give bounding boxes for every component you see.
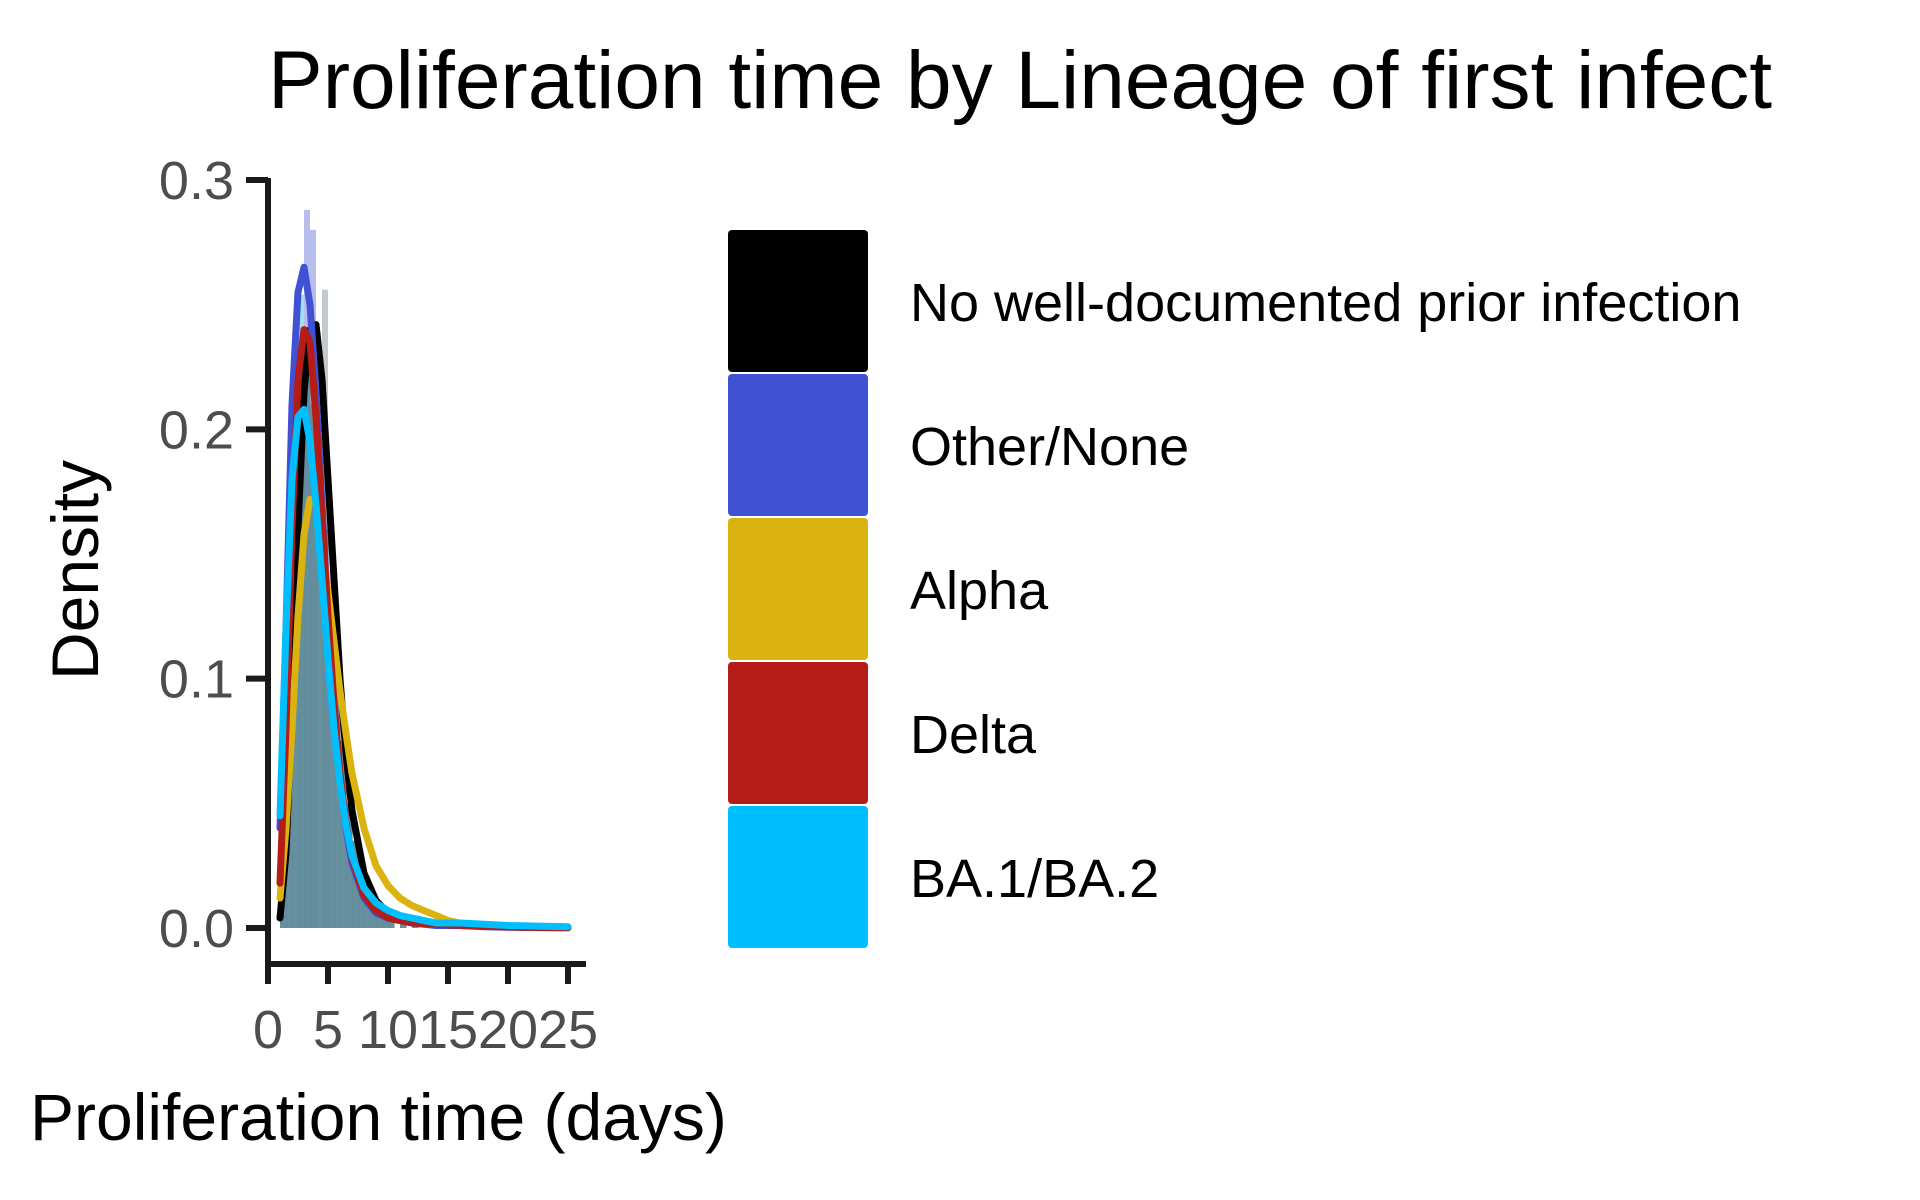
density-series-layer	[276, 263, 572, 932]
histogram-bar	[298, 354, 305, 928]
x-tick-label: 25	[538, 1000, 598, 1060]
x-tick-label: 10	[358, 1000, 418, 1060]
legend-label: Other/None	[910, 417, 1189, 477]
x-tick-label: 15	[418, 1000, 478, 1060]
histogram-bar	[400, 923, 407, 928]
histogram-bar	[340, 741, 347, 928]
histogram-bar	[388, 920, 395, 928]
legend-swatch	[728, 518, 868, 660]
x-axis-title: Proliferation time (days)	[30, 1080, 727, 1154]
legend-swatch	[728, 662, 868, 804]
histogram-bar	[304, 379, 311, 928]
x-tick-label: 0	[253, 1000, 283, 1060]
legend-swatch	[728, 806, 868, 948]
y-tick-label: 0.2	[159, 400, 234, 460]
histogram-bar	[310, 404, 317, 928]
histogram-bar	[322, 529, 329, 928]
legend: No well-documented prior infection Other/…	[728, 230, 1741, 948]
legend-label: Delta	[910, 705, 1037, 765]
legend-swatch	[728, 374, 868, 516]
density-line-series-5	[276, 405, 572, 931]
y-tick-label: 0.1	[159, 650, 234, 710]
y-tick-label: 0.3	[159, 151, 234, 211]
histogram-bar	[382, 915, 389, 928]
axes-layer: 0.0 0.1 0.2 0.3 0 5 10 15 20 25	[159, 151, 598, 1060]
histogram-bar	[352, 840, 359, 928]
legend-swatch	[728, 230, 868, 372]
x-tick-label: 20	[478, 1000, 538, 1060]
chart-title: Proliferation time by Lineage of first i…	[268, 35, 1772, 126]
histogram-bar	[334, 678, 341, 928]
legend-label: BA.1/BA.2	[910, 849, 1159, 909]
legend-label: No well-documented prior infection	[910, 273, 1741, 333]
histogram-bar	[316, 454, 323, 928]
y-axis-title: Density	[38, 460, 112, 680]
x-tick-label: 5	[313, 1000, 343, 1060]
histogram-bar	[328, 603, 335, 928]
legend-label: Alpha	[910, 561, 1049, 621]
y-tick-label: 0.0	[159, 899, 234, 959]
